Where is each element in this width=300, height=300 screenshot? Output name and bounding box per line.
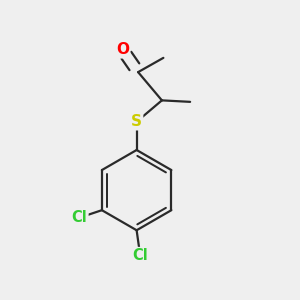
Text: S: S	[131, 114, 142, 129]
Text: Cl: Cl	[72, 210, 88, 225]
Text: O: O	[116, 42, 129, 57]
Text: Cl: Cl	[132, 248, 148, 263]
